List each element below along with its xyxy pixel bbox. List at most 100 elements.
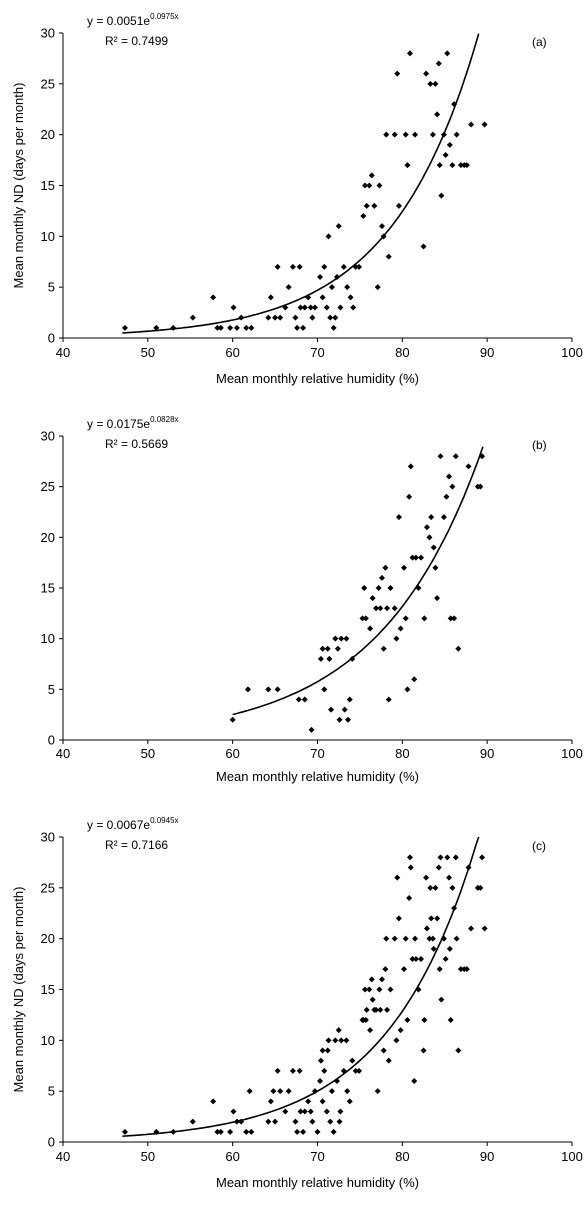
chart-c-data-point [449, 885, 455, 891]
chart-a-data-point [441, 132, 447, 138]
chart-b-equation: y = 0.0175e0.0828x [87, 415, 179, 431]
chart-a-data-point [436, 61, 442, 67]
chart-a-data-point [290, 264, 296, 270]
chart-c-data-point [387, 987, 393, 993]
chart-c-data-point [421, 1048, 427, 1054]
chart-b-data-point [393, 636, 399, 642]
chart-b-y-tick-label: 0 [48, 733, 55, 748]
chart-a-data-point [412, 132, 418, 138]
chart-c-data-point [370, 997, 376, 1003]
chart-b-x-tick-label: 70 [310, 746, 324, 761]
chart-b-x-tick-label: 50 [141, 746, 155, 761]
chart-a-panel-label: (a) [532, 35, 547, 49]
chart-c-data-point [479, 854, 485, 860]
chart-a-x-tick-label: 50 [141, 345, 155, 360]
chart-a-y-tick-label: 10 [41, 229, 55, 244]
chart-a: 0 5 10 15 20 25 30 40 50 60 70 80 90 100 Mean monthly … [11, 12, 583, 386]
chart-a-y-tick-label: 30 [41, 26, 55, 41]
chart-b-data-point [337, 717, 343, 723]
chart-a-data-point [468, 122, 474, 128]
chart-a-data-point [423, 71, 429, 77]
chart-c-equation-exponent: 0.0945x [150, 816, 178, 825]
chart-a-data-point [360, 213, 366, 219]
chart-c-x-tick-label: 70 [310, 1149, 324, 1164]
chart-a-data-point [371, 203, 377, 209]
chart-a-data-point [218, 325, 224, 331]
chart-b-data-point [455, 646, 461, 652]
chart-c-data-point [415, 987, 421, 993]
chart-b-data-point [438, 453, 444, 459]
chart-a-data-point [369, 172, 375, 178]
chart-a-data-point [324, 305, 330, 311]
chart-b-data-point [432, 565, 438, 571]
chart-b-data-point [453, 453, 459, 459]
chart-c-data-point [428, 915, 434, 921]
chart-c-data-point [379, 976, 385, 982]
chart-c-data-point [331, 1129, 337, 1135]
chart-a-x-tick-label: 40 [56, 345, 70, 360]
chart-c-data-point [325, 1048, 331, 1054]
chart-b-data-point [328, 707, 334, 713]
chart-b-data-point [342, 707, 348, 713]
chart-c-data-point [349, 1058, 355, 1064]
chart-a-x-tick-label: 60 [225, 345, 239, 360]
chart-c: 05101520253040 50 60 70 80 90 100Mean monthly … [11, 816, 583, 1190]
chart-b-panel-label: (b) [532, 438, 547, 452]
chart-b-data-point [418, 555, 424, 561]
chart-a-y-tick-label: 15 [41, 178, 55, 193]
chart-a-y-tick-label: 0 [48, 331, 55, 346]
chart-b-data-point [367, 626, 373, 632]
chart-c-data-point [317, 1078, 323, 1084]
chart-c-data-point [231, 1109, 237, 1115]
chart-b-data-point [396, 514, 402, 520]
chart-a-fit-curve [122, 34, 478, 333]
chart-c-data-point [347, 1098, 353, 1104]
chart-a-x-axis-label: Mean monthly relative humidity (%) [216, 371, 419, 386]
chart-a-x-tick-label: 100 [561, 345, 583, 360]
chart-c-data-point [482, 926, 488, 932]
chart-c-data-point [364, 1007, 370, 1013]
chart-c-data-point [418, 956, 424, 962]
chart-b-y-tick-label: 10 [41, 631, 55, 646]
chart-b-data-point [441, 514, 447, 520]
chart-c-data-point [356, 1068, 362, 1074]
chart-c-data-point [375, 1088, 381, 1094]
chart-a-data-point [297, 264, 303, 270]
chart-c-data-point [443, 956, 449, 962]
chart-c-data-point [444, 854, 450, 860]
chart-c-data-point [286, 1088, 292, 1094]
chart-b-data-point [406, 494, 412, 500]
chart-c-data-point [320, 1098, 326, 1104]
chart-c-y-tick-label: 25 [41, 880, 55, 895]
chart-c-data-point [315, 1129, 321, 1135]
chart-a-data-point [210, 294, 216, 300]
chart-b-data-point [466, 463, 472, 469]
chart-c-data-point [308, 1109, 314, 1115]
chart-c-data-point [277, 1088, 283, 1094]
chart-c-data-point [292, 1119, 298, 1125]
chart-c-data-point [455, 1048, 461, 1054]
chart-a-data-point [421, 244, 427, 250]
chart-a-data-point [392, 132, 398, 138]
chart-b-data-point [302, 696, 308, 702]
chart-b-data-point [421, 615, 427, 621]
chart-b-data-point [428, 514, 434, 520]
chart-c-x-tick-label: 90 [480, 1149, 494, 1164]
chart-c-data-point [381, 1048, 387, 1054]
chart-c-data-point [451, 905, 457, 911]
chart-c-data-point [272, 1119, 278, 1125]
chart-c-data-point [321, 1068, 327, 1074]
chart-b-data-point [335, 646, 341, 652]
chart-c-data-point [392, 936, 398, 942]
chart-a-data-point [375, 284, 381, 290]
chart-c-data-point [369, 976, 375, 982]
chart-a-data-point [341, 264, 347, 270]
chart-c-data-point [122, 1129, 128, 1135]
chart-c-data-point [468, 926, 474, 932]
chart-b-data-point [449, 484, 455, 490]
chart-b-data-point [446, 474, 452, 480]
chart-b-data-point [377, 605, 383, 611]
chart-b-data-point [245, 686, 251, 692]
chart-c-data-point [447, 946, 453, 952]
chart-b-data-point [370, 595, 376, 601]
